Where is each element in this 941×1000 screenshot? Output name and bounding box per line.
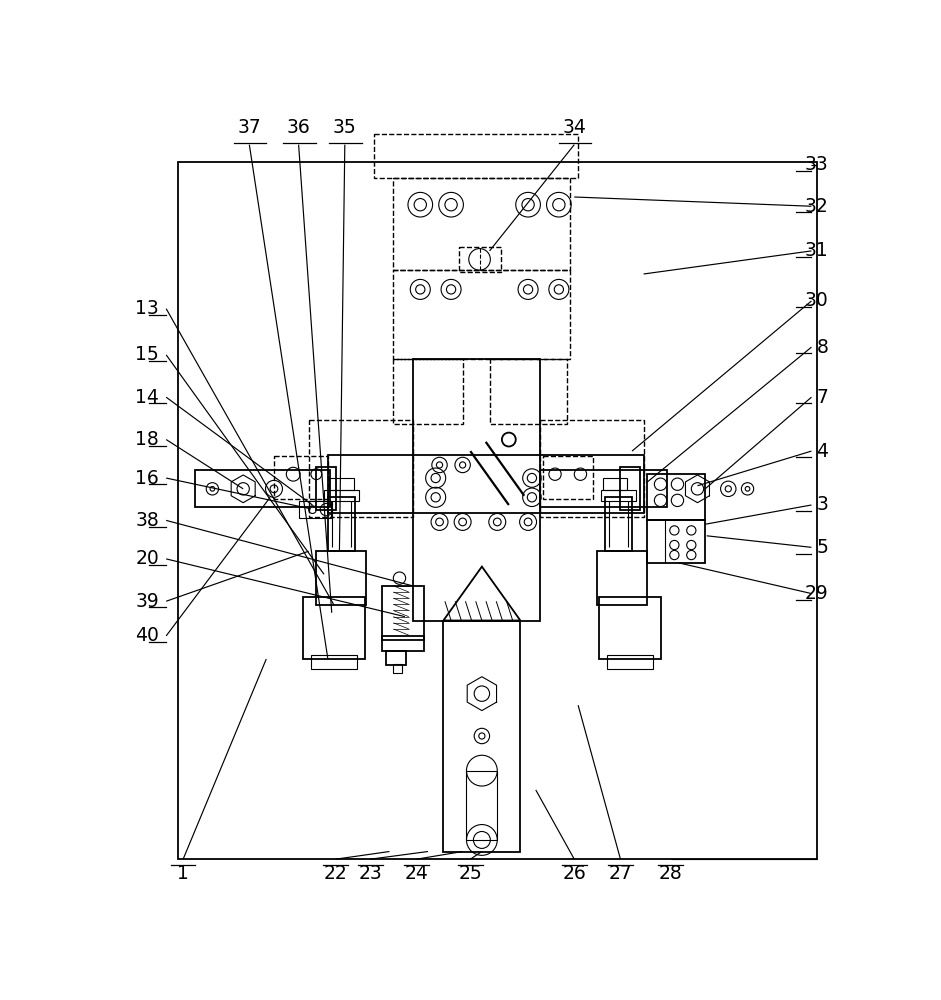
Bar — [647, 520, 705, 563]
Bar — [329, 478, 354, 490]
Bar — [382, 636, 424, 651]
Bar — [382, 586, 424, 640]
Text: 39: 39 — [136, 592, 159, 611]
Bar — [412, 359, 539, 620]
Text: 3: 3 — [817, 495, 828, 514]
Text: 29: 29 — [805, 584, 828, 603]
Text: 18: 18 — [136, 430, 159, 449]
Text: 31: 31 — [805, 241, 828, 260]
Bar — [375, 134, 578, 178]
Bar — [620, 466, 640, 510]
Bar — [539, 470, 666, 507]
Text: 34: 34 — [563, 118, 586, 137]
Bar — [393, 270, 570, 359]
Bar — [603, 478, 628, 490]
Text: 1: 1 — [177, 864, 189, 883]
Bar — [598, 597, 661, 659]
Text: 30: 30 — [805, 291, 828, 310]
Bar — [393, 178, 570, 270]
Bar — [316, 466, 336, 510]
Text: 4: 4 — [817, 442, 828, 461]
Bar — [601, 490, 636, 501]
Text: 37: 37 — [237, 118, 262, 137]
Bar — [274, 456, 327, 499]
Bar — [327, 497, 355, 551]
Text: 33: 33 — [805, 155, 828, 174]
Text: 26: 26 — [563, 864, 586, 883]
Text: 5: 5 — [817, 538, 828, 557]
Bar — [443, 620, 520, 852]
Bar — [543, 456, 593, 499]
Bar — [311, 655, 358, 669]
Text: 14: 14 — [136, 388, 159, 407]
Text: 25: 25 — [458, 864, 482, 883]
Bar — [309, 420, 412, 517]
Text: 15: 15 — [136, 345, 159, 364]
Bar — [605, 497, 632, 551]
Text: 16: 16 — [136, 469, 159, 488]
Text: 38: 38 — [136, 511, 159, 530]
Text: 8: 8 — [817, 338, 828, 357]
Bar — [392, 664, 402, 673]
Text: 32: 32 — [805, 197, 828, 216]
Bar — [598, 551, 647, 605]
Bar — [196, 470, 330, 507]
Bar — [539, 420, 644, 517]
Text: 35: 35 — [333, 118, 357, 137]
Bar — [467, 771, 497, 840]
Bar — [298, 501, 331, 518]
Text: 23: 23 — [359, 864, 382, 883]
Text: 7: 7 — [817, 388, 828, 407]
Bar — [393, 359, 463, 424]
Bar — [316, 551, 366, 605]
Bar — [607, 655, 653, 669]
Text: 36: 36 — [287, 118, 311, 137]
Bar — [324, 490, 359, 501]
Text: 20: 20 — [136, 549, 159, 568]
Text: 22: 22 — [324, 864, 347, 883]
Bar — [387, 651, 406, 665]
Text: 40: 40 — [136, 626, 159, 645]
Bar — [647, 474, 705, 520]
Text: 24: 24 — [405, 864, 428, 883]
Bar — [327, 455, 644, 513]
Bar — [489, 359, 566, 424]
Text: 28: 28 — [659, 864, 682, 883]
Bar — [178, 162, 817, 859]
Text: 13: 13 — [136, 299, 159, 318]
Bar — [303, 597, 365, 659]
Bar — [459, 247, 502, 272]
Text: 27: 27 — [609, 864, 632, 883]
